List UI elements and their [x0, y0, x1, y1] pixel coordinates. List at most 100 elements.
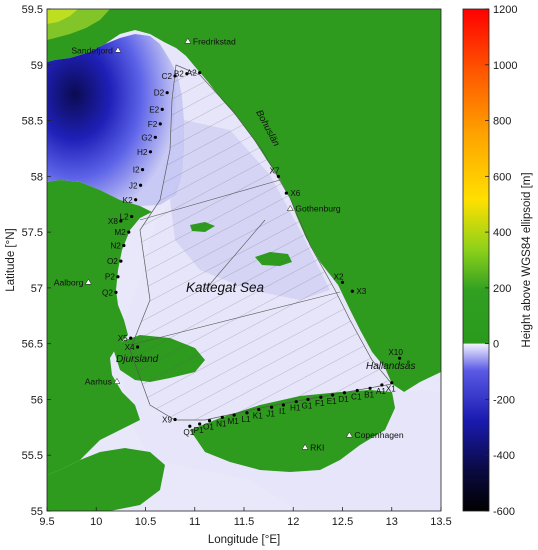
survey-point-label: X7 [269, 166, 279, 175]
survey-point-label: X1 [386, 385, 396, 394]
survey-point-marker [116, 275, 120, 279]
survey-point-label: F2 [148, 120, 158, 129]
colorbar-tick-label: 1000 [493, 60, 517, 72]
survey-point-label: O2 [107, 257, 118, 266]
y-tick-label: 58.5 [22, 116, 43, 128]
survey-point-marker [306, 397, 310, 402]
x-axis-ticks: 9.5 10 10.5 11 11.5 12 12.5 13 13.5 [39, 507, 452, 528]
land-zealand [190, 390, 395, 472]
city-label: Gothenburg [295, 204, 341, 214]
highland-norway-core [47, 9, 78, 24]
survey-point-marker [188, 424, 192, 428]
survey-point-label: D2 [154, 89, 165, 98]
survey-boundary-1 [139, 179, 281, 221]
survey-point-label: D1 [338, 395, 349, 404]
survey-point-marker [294, 400, 298, 404]
survey-point-label: Q2 [102, 288, 113, 297]
city-label: Aalborg [54, 277, 84, 287]
survey-point-label: K2 [123, 196, 133, 205]
land-scandinavia [47, 9, 441, 392]
survey-point-label: A2 [187, 69, 197, 78]
survey-point-label: F1 [315, 399, 325, 408]
colorbar [462, 8, 490, 512]
survey-point-label: B1 [364, 390, 374, 399]
survey-point-label: M1 [227, 417, 239, 426]
survey-point-marker [153, 135, 157, 139]
survey-boundary-2 [129, 291, 341, 346]
survey-point-label: I1 [279, 407, 286, 416]
x-tick-label: 11.5 [234, 516, 255, 528]
y-tick-label: 55.5 [22, 450, 43, 462]
survey-point-marker [284, 191, 288, 195]
survey-point-marker [129, 336, 133, 340]
survey-point-marker [276, 174, 281, 178]
survey-point-label: X5 [118, 334, 128, 343]
colorbar-tick-label: -200 [493, 394, 515, 406]
x-tick-label: 10.5 [135, 516, 156, 528]
y-tick-label: 58 [31, 171, 43, 183]
survey-point-marker [207, 419, 212, 423]
y-tick-label: 59.5 [22, 4, 43, 16]
survey-point-marker [130, 214, 134, 219]
city-markers: Sandefjord Fredrikstad Gothenburg Aalborg Aa… [54, 36, 404, 452]
survey-point-marker [165, 91, 169, 95]
land-funen [47, 448, 165, 511]
survey-point-label: C1 [351, 393, 362, 402]
survey-point-label: I2 [133, 166, 140, 175]
colorbar-ticks: 1200 1000 800 600 400 200 0 -200 -400 -600 [485, 4, 517, 518]
city-label: Aarhus [85, 377, 112, 387]
survey-point-marker [257, 407, 261, 412]
survey-point-label: H1 [290, 404, 301, 413]
survey-point-marker [138, 183, 143, 187]
colorbar-label: Height above WGS84 ellipsoid [m] [521, 172, 533, 347]
colorbar-tick-label: -400 [493, 450, 515, 462]
city-label: Copenhagen [354, 430, 403, 440]
colorbar-tick-label: 800 [493, 116, 511, 128]
y-tick-label: 57 [31, 283, 43, 295]
survey-point-label: X9 [162, 416, 172, 425]
survey-point-label: X2 [333, 272, 343, 281]
y-axis-label: Latitude [°N] [5, 228, 17, 291]
city-marker-icon [345, 431, 353, 438]
survey-point-label: E2 [149, 105, 159, 114]
survey-point-label: O1 [203, 423, 214, 432]
x-tick-label: 13 [386, 516, 398, 528]
survey-point-label: C2 [162, 72, 173, 81]
survey-point-marker [269, 405, 274, 409]
survey-point-marker [355, 388, 359, 393]
survey-point-marker [122, 243, 126, 248]
survey-point-label: Q1 [183, 428, 194, 437]
y-tick-label: 57.5 [22, 227, 43, 239]
colorbar-tick-label: 200 [493, 283, 511, 295]
survey-point-label: M2 [114, 228, 126, 237]
x-tick-label: 10 [90, 516, 102, 528]
colorbar-tick-label: 0 [493, 339, 499, 351]
x-axis-label: Longitude [°E] [208, 534, 280, 546]
colorbar-tick-label: 1200 [493, 4, 517, 16]
survey-point-label: A1 [376, 387, 386, 396]
survey-point-marker [220, 415, 224, 419]
survey-point-label: E1 [327, 397, 337, 406]
city-label: Sandefjord [71, 45, 113, 55]
survey-point-marker [119, 219, 123, 223]
survey-point-marker [160, 107, 164, 111]
survey-point-marker [198, 70, 202, 75]
survey-point-marker [331, 393, 335, 397]
skagerrak-deep-sea [47, 34, 184, 206]
y-tick-label: 56.5 [22, 339, 43, 351]
survey-point-marker [368, 386, 372, 390]
survey-point-label: P1 [194, 426, 204, 435]
survey-point-marker [340, 280, 345, 284]
survey-boundary-3 [204, 219, 266, 291]
survey-point-label: J1 [266, 409, 275, 418]
survey-point-marker [350, 289, 354, 293]
x-tick-label: 9.5 [39, 516, 54, 528]
survey-point-marker [136, 345, 140, 349]
survey-point-marker [173, 417, 177, 422]
survey-point-label: P2 [105, 273, 115, 282]
city-label: Fredrikstad [193, 36, 236, 46]
survey-point-marker [390, 381, 394, 385]
